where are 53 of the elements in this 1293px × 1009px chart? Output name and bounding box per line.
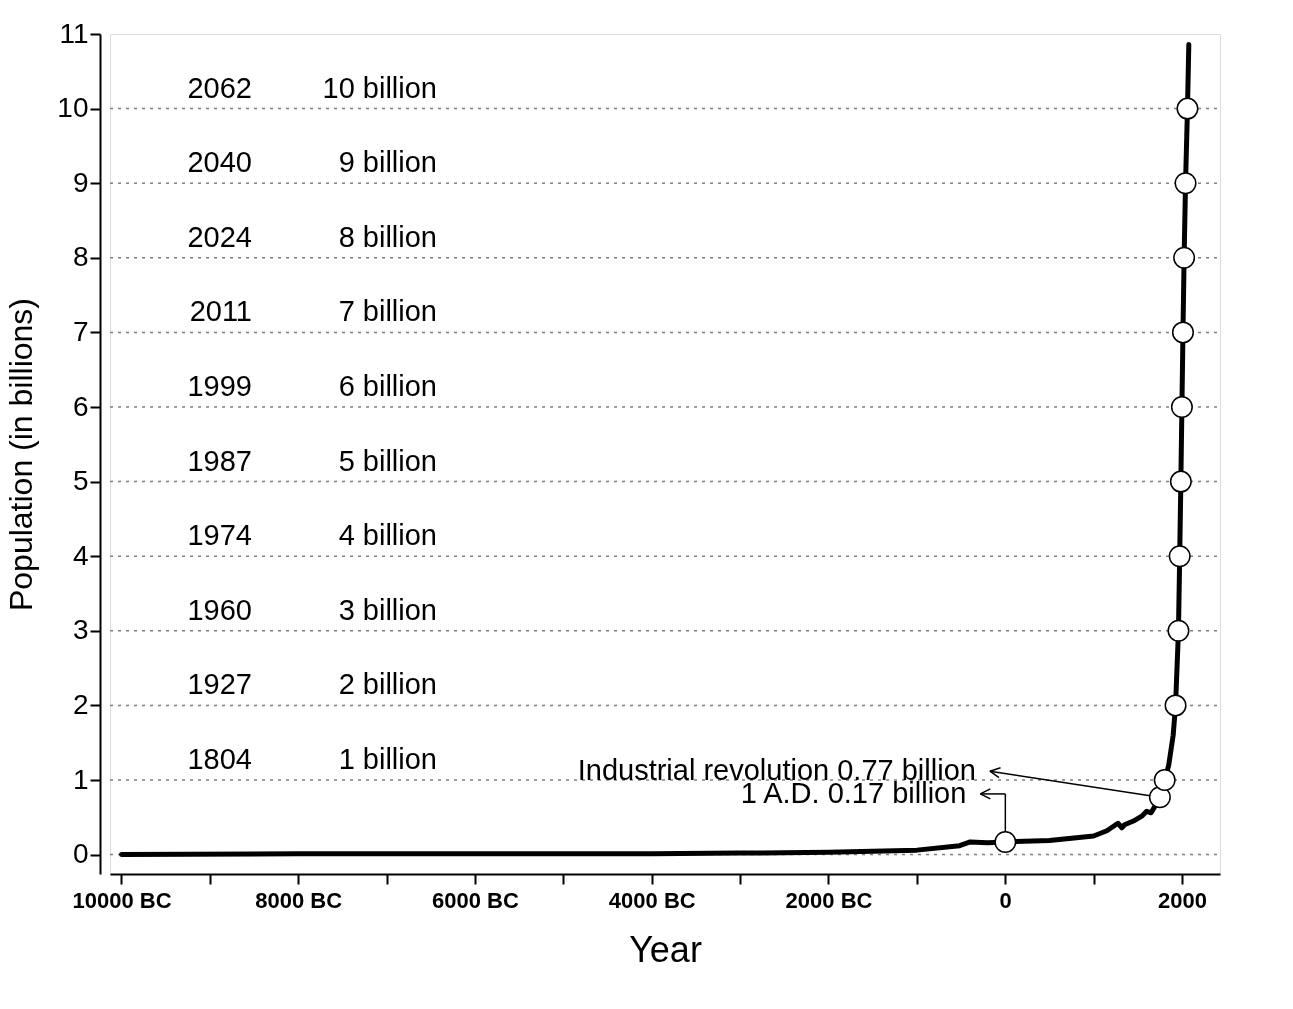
annotation: 10 billion (322, 71, 437, 104)
x-tick-label: 6000 BC (432, 887, 520, 913)
point (994, 830, 1017, 853)
annotation: 8 billion (338, 220, 437, 253)
annotation: 1 billion (338, 743, 437, 775)
point (1171, 321, 1194, 344)
annotation: 1927 (187, 668, 252, 701)
annotation: 1960 (187, 593, 252, 626)
x-tick-label: 2000 BC (785, 887, 873, 913)
y-tick-label: 7 (72, 315, 89, 347)
x-tick-label: 10000 BC (72, 887, 172, 913)
annotation: 2062 (187, 71, 252, 104)
annotation: 6 billion (338, 370, 437, 402)
y-tick-label: 3 (72, 614, 89, 646)
x-tick-label: 8000 BC (255, 887, 343, 913)
y-tick-label: 6 (72, 390, 89, 422)
point (1170, 396, 1193, 418)
y-axis-title: Population (in billions) (3, 297, 40, 612)
annotation: 1804 (187, 743, 252, 775)
point (1176, 97, 1199, 120)
annotation: 5 billion (338, 444, 437, 477)
y-tick-label: 9 (72, 166, 89, 198)
point (1167, 619, 1190, 642)
annotation: 2024 (187, 220, 252, 253)
y-tick-label: 2 (72, 688, 89, 720)
y-tick-label: 8 (72, 241, 89, 273)
annotation: 2011 (189, 295, 252, 328)
x-tick-label: 4000 BC (608, 887, 696, 913)
point (1164, 694, 1187, 717)
annotation: 7 billion (338, 295, 437, 328)
x-axis-title: Year (629, 928, 702, 970)
point (1148, 786, 1171, 809)
point (1173, 246, 1196, 269)
annotation: 2040 (187, 146, 252, 179)
point (1153, 769, 1176, 791)
annotation: 1987 (187, 444, 252, 477)
annotation: 9 billion (338, 146, 437, 179)
y-tick-label: 1 (72, 763, 89, 795)
point (1174, 172, 1197, 195)
y-tick-label: 4 (72, 539, 89, 571)
annotation: 4 billion (338, 519, 437, 552)
annotation: 1999 (187, 370, 252, 402)
y-tick-label: 5 (72, 465, 89, 497)
point (1168, 545, 1191, 568)
annotation: 1974 (187, 519, 252, 552)
annotation: 2 billion (338, 668, 437, 701)
x-tick-label: 2000 (1158, 887, 1207, 913)
y-tick-label: 11 (59, 17, 89, 49)
y-tick-label: 0 (72, 838, 89, 870)
annotation: 3 billion (338, 593, 437, 626)
y-tick-label: 10 (57, 92, 89, 124)
point (1169, 470, 1192, 493)
x-tick-label: 0 (999, 887, 1012, 913)
